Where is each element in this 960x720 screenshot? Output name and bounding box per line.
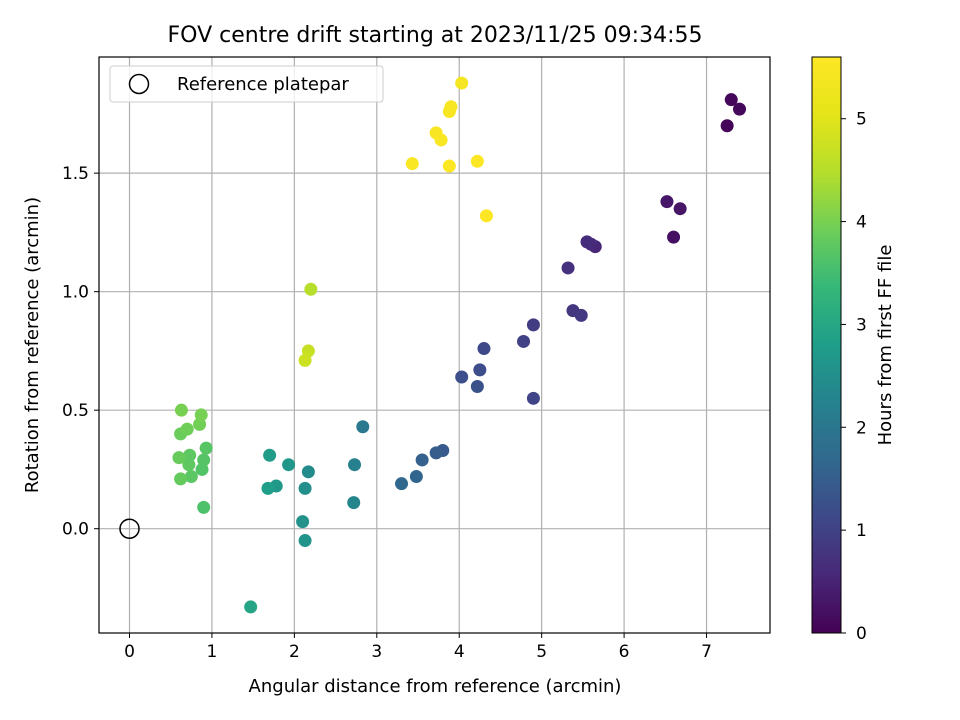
data-point <box>479 209 493 223</box>
x-axis-label: Angular distance from reference (arcmin) <box>249 676 622 697</box>
x-tick-label: 2 <box>289 642 300 662</box>
data-point <box>470 379 484 393</box>
data-point <box>409 470 423 484</box>
data-point <box>720 119 734 133</box>
data-point <box>244 600 258 614</box>
data-point <box>434 133 448 147</box>
data-point <box>580 235 594 249</box>
data-point <box>526 318 540 332</box>
data-point <box>356 420 370 434</box>
data-points <box>172 76 746 614</box>
x-tick-label: 0 <box>124 642 135 662</box>
data-point <box>477 342 491 356</box>
data-point <box>282 458 296 472</box>
data-point <box>673 202 687 216</box>
data-point <box>183 448 197 462</box>
data-point <box>184 470 198 484</box>
data-point <box>194 408 208 422</box>
colorbar-tick-label: 0 <box>856 624 867 644</box>
legend-box <box>109 65 384 103</box>
data-point <box>172 451 186 465</box>
colorbar-tick-label: 5 <box>856 110 867 130</box>
legend-marker <box>128 73 150 95</box>
colorbar-gradient <box>812 57 841 633</box>
data-point <box>724 93 738 107</box>
colorbar: 0 1 2 3 4 5 Hours from first FF file <box>811 56 896 644</box>
data-point <box>470 154 484 168</box>
data-point <box>574 308 588 322</box>
data-point <box>298 481 312 495</box>
data-point <box>429 446 443 460</box>
data-point <box>667 230 681 244</box>
data-point <box>517 334 531 348</box>
data-point <box>304 282 318 296</box>
plot-area-frame <box>98 56 771 634</box>
y-axis-ticks: 0.0 0.5 1.0 1.5 <box>62 164 99 540</box>
data-point <box>395 477 409 491</box>
data-point <box>298 534 312 548</box>
reference-marker-group <box>119 518 140 539</box>
colorbar-tick-label: 2 <box>856 418 867 438</box>
reference-marker <box>119 518 140 539</box>
legend-entry-reference: Reference platepar <box>177 74 349 95</box>
x-tick-label: 7 <box>701 642 712 662</box>
data-point <box>455 370 469 384</box>
data-point <box>296 515 310 529</box>
colorbar-tick-label: 3 <box>856 315 867 335</box>
data-point <box>455 76 469 90</box>
data-point <box>733 102 746 116</box>
colorbar-tick-label: 1 <box>856 521 867 541</box>
y-tick-label: 1.0 <box>62 283 89 303</box>
y-tick-label: 0.5 <box>62 401 89 421</box>
x-tick-label: 6 <box>619 642 630 662</box>
data-point <box>415 453 429 467</box>
data-point <box>347 496 361 510</box>
data-point <box>561 261 575 275</box>
data-point <box>473 363 487 377</box>
x-axis-ticks: 0 1 2 3 4 5 6 7 <box>124 633 712 662</box>
data-point <box>199 441 213 455</box>
data-point <box>442 159 456 173</box>
x-tick-label: 1 <box>207 642 218 662</box>
x-tick-label: 3 <box>371 642 382 662</box>
data-point <box>442 105 456 119</box>
x-tick-label: 4 <box>454 642 465 662</box>
data-point <box>174 472 188 486</box>
data-point <box>261 481 275 495</box>
x-tick-label: 5 <box>536 642 547 662</box>
data-point <box>348 458 362 472</box>
legend: Reference platepar <box>109 65 384 103</box>
data-point <box>301 465 315 479</box>
colorbar-tick-label: 4 <box>856 213 867 233</box>
data-point <box>405 157 419 171</box>
y-tick-label: 1.5 <box>62 164 89 184</box>
y-axis-label: Rotation from reference (arcmin) <box>22 197 43 493</box>
colorbar-frame <box>811 56 842 634</box>
colorbar-label: Hours from first FF file <box>875 245 896 446</box>
data-point <box>263 448 277 462</box>
grid-lines <box>99 57 770 633</box>
chart-title: FOV centre drift starting at 2023/11/25 … <box>168 23 703 48</box>
data-point <box>197 453 211 467</box>
data-point <box>180 422 194 436</box>
data-point <box>197 500 211 514</box>
data-point <box>526 391 540 405</box>
data-point <box>174 403 188 417</box>
data-point <box>660 195 674 209</box>
data-point <box>182 458 196 472</box>
data-point <box>298 353 312 367</box>
y-tick-label: 0.0 <box>62 520 89 540</box>
colorbar-ticks: 0 1 2 3 4 5 <box>841 110 867 644</box>
